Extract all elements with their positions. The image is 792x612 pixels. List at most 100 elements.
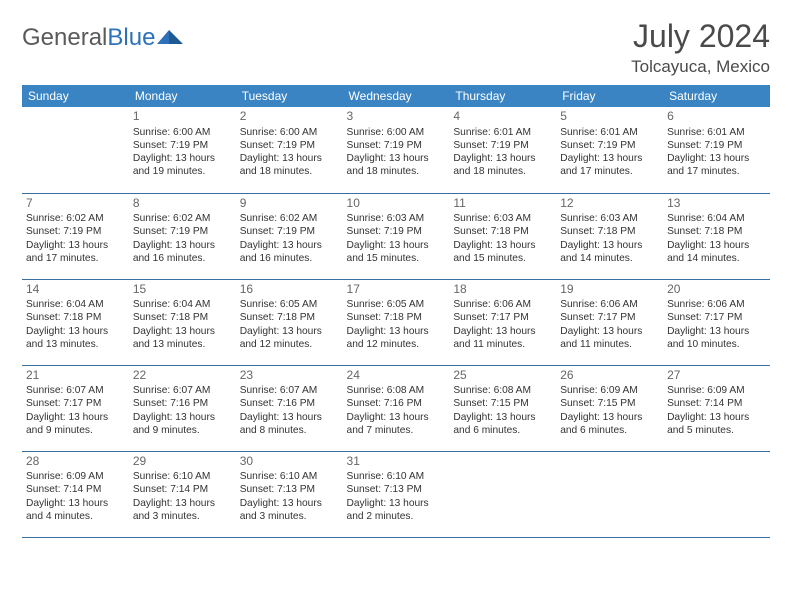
sunrise-line: Sunrise: 6:09 AM [26,470,125,483]
day-number: 6 [667,109,766,125]
sunrise-line: Sunrise: 6:01 AM [560,126,659,139]
day-number: 2 [240,109,339,125]
daylight-line: Daylight: 13 hours and 14 minutes. [560,239,659,266]
day-cell: 23Sunrise: 6:07 AMSunset: 7:16 PMDayligh… [236,365,343,451]
daylight-line: Daylight: 13 hours and 17 minutes. [26,239,125,266]
location-label: Tolcayuca, Mexico [631,57,770,77]
sunset-line: Sunset: 7:15 PM [560,397,659,410]
day-number: 20 [667,282,766,298]
day-cell: 3Sunrise: 6:00 AMSunset: 7:19 PMDaylight… [343,107,450,193]
day-cell: 22Sunrise: 6:07 AMSunset: 7:16 PMDayligh… [129,365,236,451]
day-number: 29 [133,454,232,470]
sunset-line: Sunset: 7:19 PM [667,139,766,152]
daylight-line: Daylight: 13 hours and 14 minutes. [667,239,766,266]
daylight-line: Daylight: 13 hours and 2 minutes. [347,497,446,524]
day-number: 15 [133,282,232,298]
daylight-line: Daylight: 13 hours and 6 minutes. [560,411,659,438]
day-number: 28 [26,454,125,470]
sunrise-line: Sunrise: 6:08 AM [453,384,552,397]
daylight-line: Daylight: 13 hours and 19 minutes. [133,152,232,179]
daylight-line: Daylight: 13 hours and 13 minutes. [133,325,232,352]
sunset-line: Sunset: 7:17 PM [26,397,125,410]
sunrise-line: Sunrise: 6:06 AM [453,298,552,311]
sunrise-line: Sunrise: 6:08 AM [347,384,446,397]
day-number: 30 [240,454,339,470]
sunrise-line: Sunrise: 6:04 AM [667,212,766,225]
sunset-line: Sunset: 7:19 PM [240,139,339,152]
day-cell: 12Sunrise: 6:03 AMSunset: 7:18 PMDayligh… [556,193,663,279]
day-number: 7 [26,196,125,212]
day-cell: 7Sunrise: 6:02 AMSunset: 7:19 PMDaylight… [22,193,129,279]
sunset-line: Sunset: 7:18 PM [133,311,232,324]
calendar-row: 14Sunrise: 6:04 AMSunset: 7:18 PMDayligh… [22,279,770,365]
sunrise-line: Sunrise: 6:03 AM [453,212,552,225]
day-number: 25 [453,368,552,384]
day-cell: 16Sunrise: 6:05 AMSunset: 7:18 PMDayligh… [236,279,343,365]
sunset-line: Sunset: 7:19 PM [133,225,232,238]
day-cell: 17Sunrise: 6:05 AMSunset: 7:18 PMDayligh… [343,279,450,365]
weekday-saturday: Saturday [663,85,770,107]
day-cell: 15Sunrise: 6:04 AMSunset: 7:18 PMDayligh… [129,279,236,365]
sunrise-line: Sunrise: 6:03 AM [560,212,659,225]
daylight-line: Daylight: 13 hours and 11 minutes. [453,325,552,352]
sunset-line: Sunset: 7:14 PM [133,483,232,496]
empty-cell [449,451,556,537]
day-cell: 21Sunrise: 6:07 AMSunset: 7:17 PMDayligh… [22,365,129,451]
sunset-line: Sunset: 7:15 PM [453,397,552,410]
sunrise-line: Sunrise: 6:07 AM [240,384,339,397]
page-header: GeneralBlue July 2024 Tolcayuca, Mexico [22,18,770,77]
sunrise-line: Sunrise: 6:02 AM [240,212,339,225]
sunrise-line: Sunrise: 6:00 AM [240,126,339,139]
daylight-line: Daylight: 13 hours and 16 minutes. [240,239,339,266]
sunset-line: Sunset: 7:19 PM [133,139,232,152]
daylight-line: Daylight: 13 hours and 10 minutes. [667,325,766,352]
daylight-line: Daylight: 13 hours and 4 minutes. [26,497,125,524]
daylight-line: Daylight: 13 hours and 12 minutes. [240,325,339,352]
daylight-line: Daylight: 13 hours and 18 minutes. [240,152,339,179]
day-number: 1 [133,109,232,125]
sunrise-line: Sunrise: 6:01 AM [667,126,766,139]
day-number: 16 [240,282,339,298]
sunset-line: Sunset: 7:14 PM [26,483,125,496]
empty-cell [556,451,663,537]
day-cell: 11Sunrise: 6:03 AMSunset: 7:18 PMDayligh… [449,193,556,279]
logo-mark-icon [157,26,185,51]
day-cell: 20Sunrise: 6:06 AMSunset: 7:17 PMDayligh… [663,279,770,365]
sunset-line: Sunset: 7:16 PM [347,397,446,410]
daylight-line: Daylight: 13 hours and 8 minutes. [240,411,339,438]
weekday-tuesday: Tuesday [236,85,343,107]
day-number: 4 [453,109,552,125]
day-cell: 9Sunrise: 6:02 AMSunset: 7:19 PMDaylight… [236,193,343,279]
sunrise-line: Sunrise: 6:10 AM [347,470,446,483]
logo-text: GeneralBlue [22,24,155,52]
calendar-row: 21Sunrise: 6:07 AMSunset: 7:17 PMDayligh… [22,365,770,451]
sunset-line: Sunset: 7:18 PM [453,225,552,238]
daylight-line: Daylight: 13 hours and 9 minutes. [133,411,232,438]
weekday-header-row: SundayMondayTuesdayWednesdayThursdayFrid… [22,85,770,107]
sunset-line: Sunset: 7:18 PM [347,311,446,324]
calendar-row: 28Sunrise: 6:09 AMSunset: 7:14 PMDayligh… [22,451,770,537]
sunrise-line: Sunrise: 6:09 AM [667,384,766,397]
day-cell: 31Sunrise: 6:10 AMSunset: 7:13 PMDayligh… [343,451,450,537]
sunrise-line: Sunrise: 6:09 AM [560,384,659,397]
day-cell: 30Sunrise: 6:10 AMSunset: 7:13 PMDayligh… [236,451,343,537]
weekday-wednesday: Wednesday [343,85,450,107]
day-cell: 19Sunrise: 6:06 AMSunset: 7:17 PMDayligh… [556,279,663,365]
sunrise-line: Sunrise: 6:07 AM [26,384,125,397]
day-number: 13 [667,196,766,212]
sunset-line: Sunset: 7:17 PM [453,311,552,324]
day-cell: 14Sunrise: 6:04 AMSunset: 7:18 PMDayligh… [22,279,129,365]
sunrise-line: Sunrise: 6:02 AM [133,212,232,225]
day-number: 14 [26,282,125,298]
sunrise-line: Sunrise: 6:10 AM [133,470,232,483]
daylight-line: Daylight: 13 hours and 6 minutes. [453,411,552,438]
sunrise-line: Sunrise: 6:02 AM [26,212,125,225]
day-number: 8 [133,196,232,212]
day-cell: 27Sunrise: 6:09 AMSunset: 7:14 PMDayligh… [663,365,770,451]
sunrise-line: Sunrise: 6:06 AM [560,298,659,311]
day-cell: 18Sunrise: 6:06 AMSunset: 7:17 PMDayligh… [449,279,556,365]
day-cell: 1Sunrise: 6:00 AMSunset: 7:19 PMDaylight… [129,107,236,193]
day-number: 26 [560,368,659,384]
sunset-line: Sunset: 7:18 PM [26,311,125,324]
day-cell: 2Sunrise: 6:00 AMSunset: 7:19 PMDaylight… [236,107,343,193]
